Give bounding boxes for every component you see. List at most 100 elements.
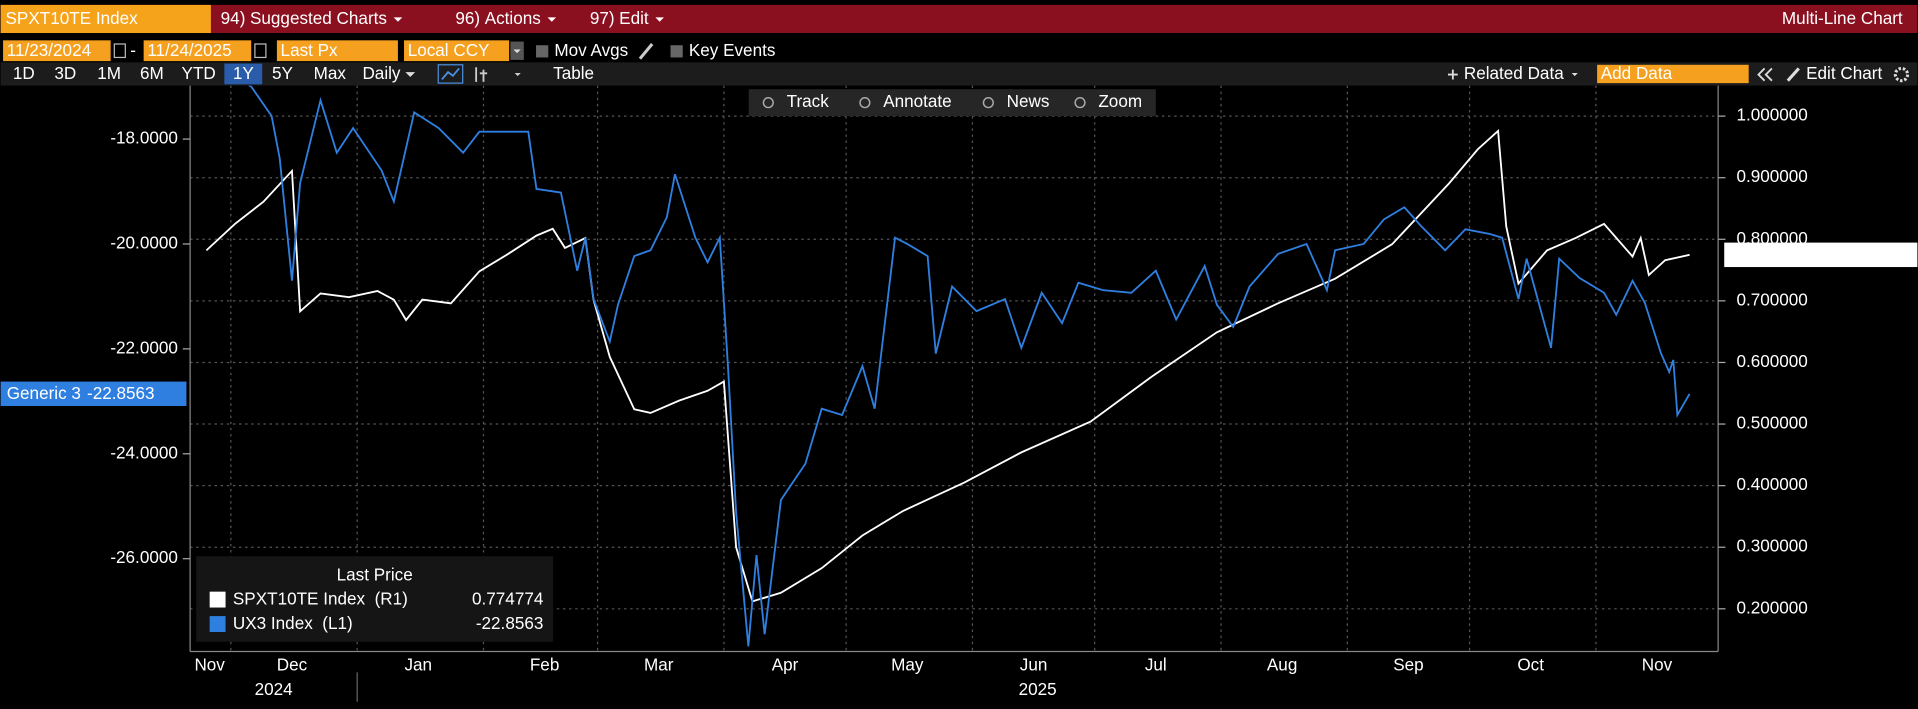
setting-text[interactable]: Local CCY — [408, 41, 490, 60]
setting-field[interactable] — [143, 40, 252, 62]
x-tick-label: Jun — [1020, 656, 1048, 675]
setting-field[interactable] — [404, 40, 510, 62]
menu-label[interactable]: Actions — [485, 9, 541, 28]
setting-text[interactable]: Last Px — [281, 41, 339, 60]
tool-icon — [762, 97, 774, 109]
tag-box — [0, 381, 187, 407]
legend-swatch — [209, 616, 226, 632]
chart-tool[interactable]: Zoom — [1098, 92, 1142, 111]
checkbox[interactable] — [670, 45, 683, 58]
y-tick-label: -22.0000 — [110, 338, 178, 357]
y2-tick-label: 1.000000 — [1736, 106, 1807, 125]
setting-text[interactable]: 11/24/2025 — [147, 41, 231, 60]
y2-tick-label: 0.500000 — [1736, 414, 1807, 433]
tool-icon — [859, 97, 871, 109]
x-tick-label: May — [891, 656, 924, 675]
menu-number[interactable]: 96) — [455, 9, 480, 28]
setting-text[interactable]: 11/23/2024 — [7, 41, 92, 60]
menu-number[interactable]: 97) — [590, 9, 615, 28]
period-button[interactable]: 1M — [97, 64, 121, 83]
period-button[interactable]: YTD — [182, 64, 216, 83]
tool-icon — [982, 97, 994, 109]
tool-icon — [1074, 97, 1086, 109]
x-tick-label: Oct — [1517, 656, 1544, 675]
add-data-field[interactable] — [1597, 64, 1749, 84]
period-button[interactable]: 1D — [13, 64, 35, 83]
dropdown-arrow — [547, 17, 557, 22]
x-tick-label: Jan — [404, 656, 432, 675]
y2-tick-label: 0.600000 — [1736, 352, 1807, 371]
x-tick-label: Jul — [1145, 656, 1167, 675]
y-tick-label: -20.0000 — [110, 233, 178, 252]
legend-last-value: -22.8563 — [476, 614, 544, 633]
x-tick-label: Aug — [1267, 656, 1297, 675]
dropdown-arrow — [393, 17, 403, 22]
dropdown-arrow — [655, 17, 664, 22]
title-bar — [0, 4, 1918, 34]
calendar-icon[interactable] — [254, 43, 267, 59]
y2-tick-label: 0.300000 — [1736, 537, 1807, 556]
menu-number[interactable]: 94) — [221, 9, 246, 28]
period-button[interactable]: 1Y — [233, 64, 255, 83]
legend-title: Last Price — [337, 565, 413, 584]
series-line — [247, 85, 1691, 647]
legend-last-value: 0.774774 — [472, 590, 544, 609]
security-text[interactable]: SPXT10TE Index — [6, 9, 139, 28]
chart-name: Multi-Line Chart — [1782, 9, 1903, 28]
tag-box — [1724, 242, 1918, 268]
menu-label[interactable]: Suggested Charts — [250, 9, 387, 28]
pencil-icon[interactable] — [1786, 67, 1800, 82]
legend-swatch — [209, 591, 226, 608]
tag-label: S&P 500 D — [1810, 244, 1894, 263]
active-period — [224, 63, 263, 85]
x-tick-label: Nov — [1642, 656, 1673, 675]
dropdown-arrow — [514, 73, 521, 77]
period-button[interactable]: 5Y — [272, 64, 294, 83]
tag-label: Generic 3 — [7, 383, 81, 402]
chart-tool[interactable]: News — [1007, 92, 1050, 111]
related-data-button[interactable]: Related Data — [1464, 64, 1564, 83]
security-field[interactable] — [0, 4, 211, 34]
date-separator: - — [130, 41, 136, 60]
y-tick-label: -24.0000 — [110, 443, 178, 462]
chart-tool[interactable]: Track — [787, 92, 830, 111]
setting-field[interactable] — [276, 40, 398, 62]
legend-label: SPXT10TE Index (R1) — [233, 590, 408, 609]
period-button[interactable]: Max — [314, 64, 347, 83]
chart-style-icon[interactable] — [437, 64, 464, 84]
last-value-tag: Generic 3 -22.8563 — [0, 381, 187, 407]
y2-tick-label: 0.400000 — [1736, 475, 1807, 494]
period-button[interactable]: 3D — [54, 64, 76, 83]
x-tick-label: Sep — [1393, 656, 1423, 675]
add-data-placeholder[interactable]: Add Data — [1601, 64, 1673, 83]
x-year-label: 2025 — [1019, 680, 1057, 699]
frequency-button[interactable]: Daily — [362, 64, 400, 83]
chart-tool[interactable]: Annotate — [883, 92, 952, 111]
calendar-icon[interactable] — [113, 43, 126, 59]
x-year-label: 2024 — [255, 680, 294, 699]
x-tick-label: Mar — [644, 656, 674, 675]
menu-label[interactable]: Edit — [619, 9, 649, 28]
edit-chart-button[interactable]: Edit Chart — [1806, 64, 1882, 83]
table-button[interactable]: Table — [553, 64, 594, 83]
range-bar — [0, 62, 1918, 86]
pencil-icon[interactable] — [638, 43, 654, 60]
setting-field[interactable] — [3, 40, 111, 62]
period-button[interactable]: 6M — [140, 64, 164, 83]
tag-value: -22.8563 — [87, 383, 155, 402]
x-tick-label: Dec — [277, 656, 308, 675]
checkbox[interactable] — [536, 45, 549, 58]
y2-tick-label: 0.900000 — [1736, 167, 1807, 186]
bar-style-icon[interactable] — [475, 67, 488, 82]
y2-tick-label: 0.200000 — [1736, 598, 1807, 617]
option-label[interactable]: Key Events — [689, 41, 776, 60]
collapse-icon[interactable] — [1757, 67, 1773, 82]
option-label[interactable]: Mov Avgs — [554, 41, 628, 60]
x-tick-label: Apr — [772, 656, 799, 675]
x-tick-label: Feb — [530, 656, 559, 675]
tag-value: 0.774774 — [1733, 244, 1805, 263]
x-tick-label: Nov — [194, 656, 225, 675]
